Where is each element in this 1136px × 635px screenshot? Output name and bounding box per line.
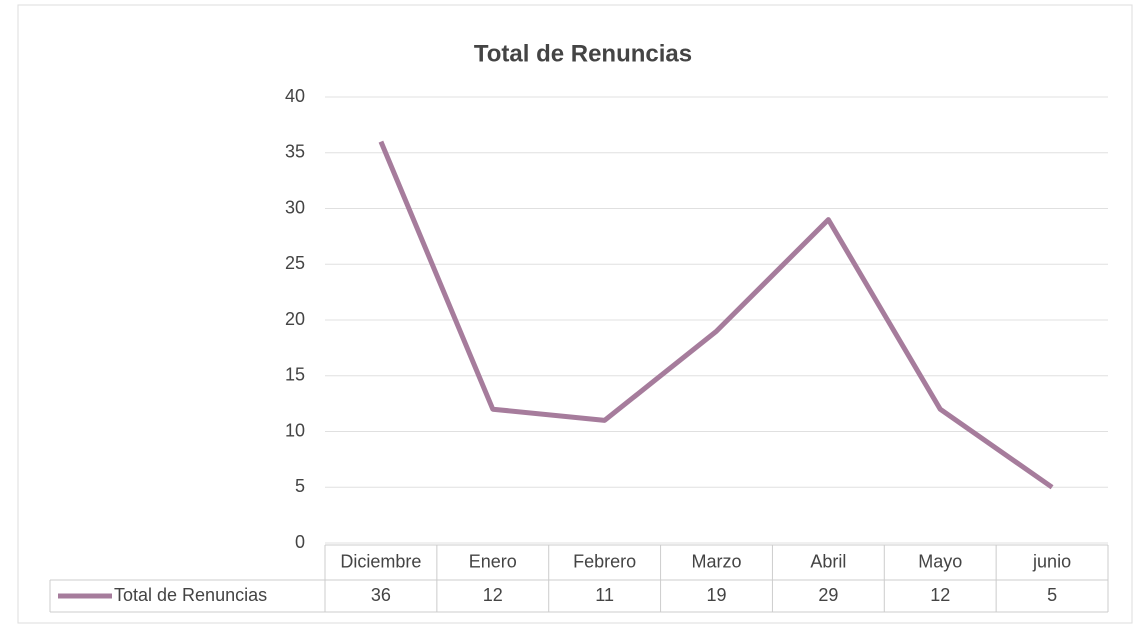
x-tick-label: Mayo	[918, 551, 962, 571]
x-tick-label: Diciembre	[340, 551, 421, 571]
y-tick-label: 30	[285, 197, 305, 217]
y-tick-label: 5	[295, 476, 305, 496]
y-tick-label: 35	[285, 142, 305, 162]
data-label: 19	[706, 585, 726, 605]
data-label: 5	[1047, 585, 1057, 605]
legend-label: Total de Renuncias	[114, 585, 267, 605]
x-tick-label: Enero	[469, 551, 517, 571]
chart-title: Total de Renuncias	[474, 40, 692, 67]
data-label: 36	[371, 585, 391, 605]
y-tick-label: 40	[285, 86, 305, 106]
x-tick-label: Marzo	[691, 551, 741, 571]
y-tick-label: 10	[285, 420, 305, 440]
y-tick-label: 15	[285, 365, 305, 385]
x-tick-label: junio	[1032, 551, 1071, 571]
y-tick-label: 25	[285, 253, 305, 273]
data-label: 11	[595, 585, 614, 605]
line-series	[378, 140, 1054, 490]
data-label: 29	[818, 585, 838, 605]
x-tick-label: Febrero	[573, 551, 636, 571]
data-label: 12	[483, 585, 503, 605]
y-tick-label: 0	[295, 532, 305, 552]
y-tick-label: 20	[285, 309, 305, 329]
data-label: 12	[930, 585, 950, 605]
chart-border	[17, 4, 1133, 624]
x-tick-label: Abril	[810, 551, 846, 571]
